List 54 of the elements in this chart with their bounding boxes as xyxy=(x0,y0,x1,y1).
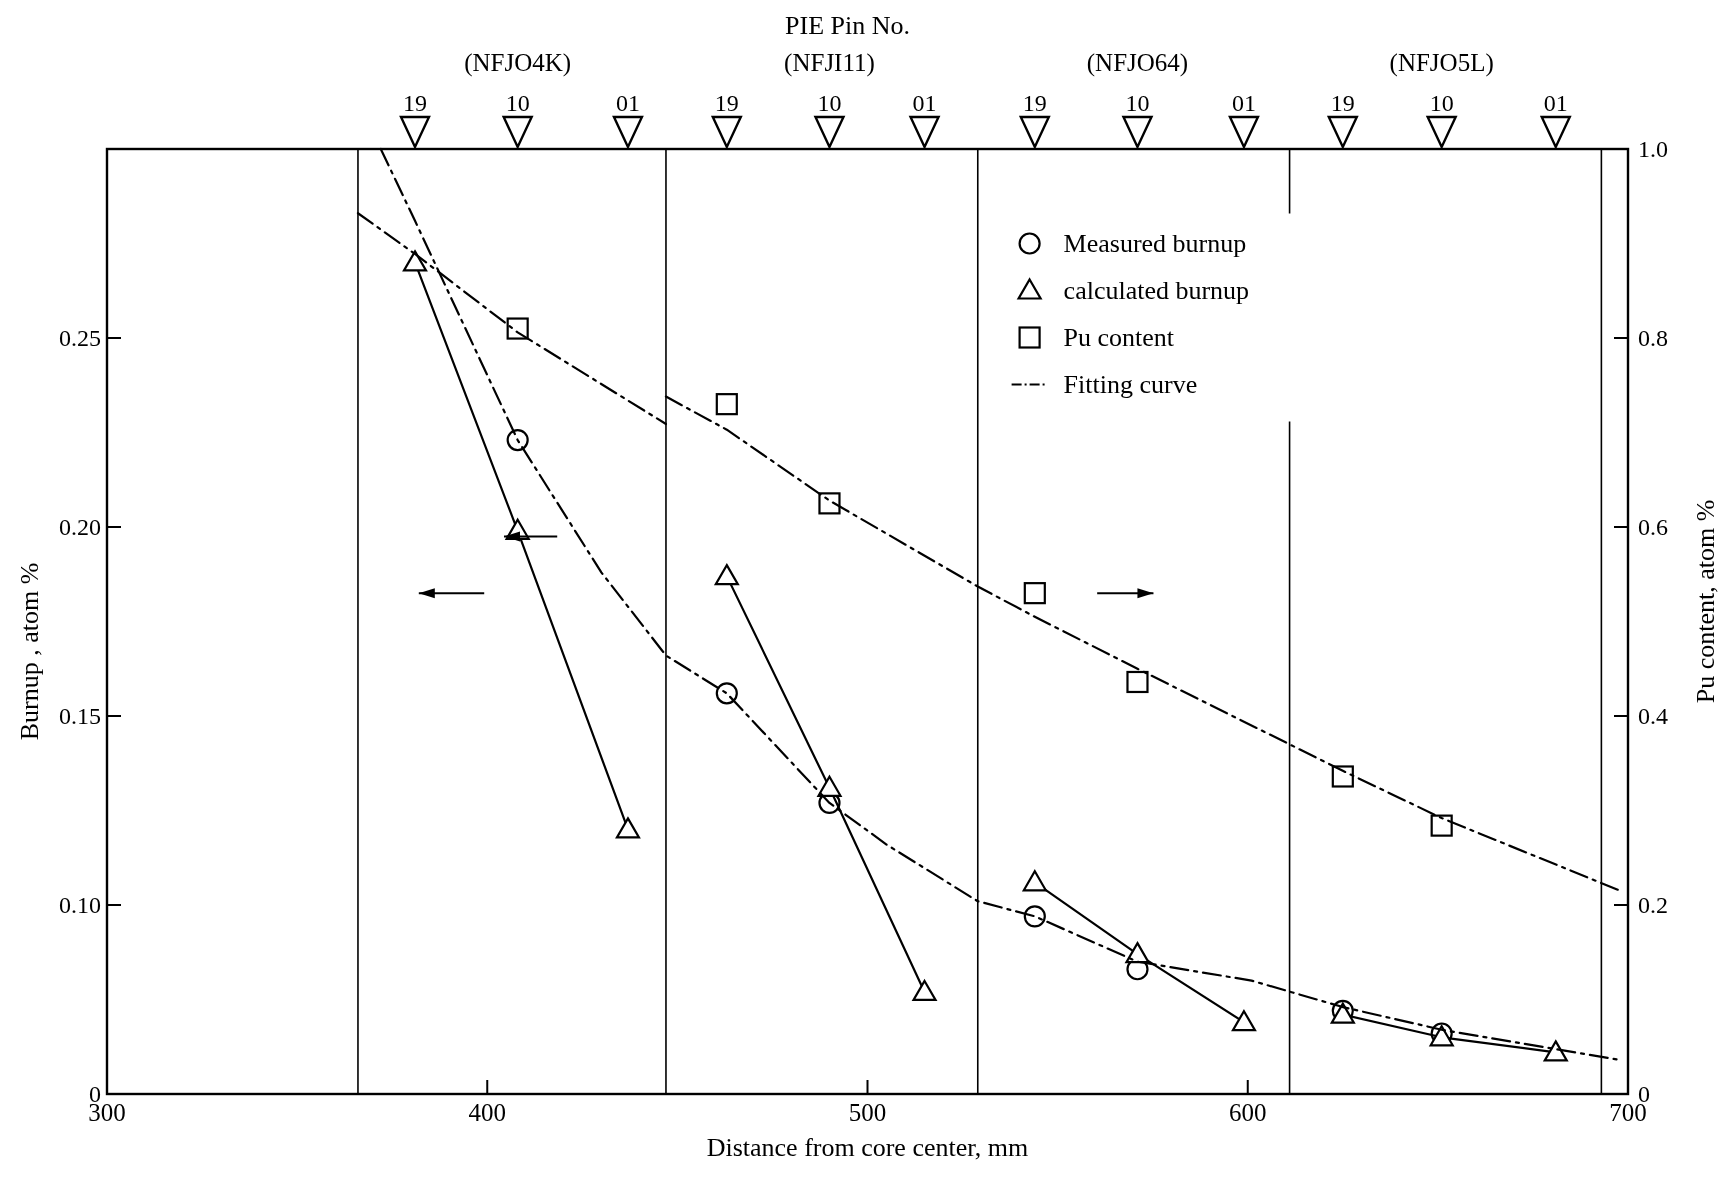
y-tick-label: 0.10 xyxy=(59,892,101,918)
y2-tick-label: 1.0 xyxy=(1638,136,1668,162)
point xyxy=(1430,814,1453,837)
point xyxy=(1022,870,1047,892)
text: 01 xyxy=(615,90,640,116)
point xyxy=(402,250,428,272)
text: 19 xyxy=(1330,90,1355,116)
text: 19 xyxy=(403,90,427,116)
text: PIE Pin No. xyxy=(785,11,910,40)
point xyxy=(1331,765,1354,788)
text: (NFJO5L) xyxy=(1389,49,1494,77)
point xyxy=(1543,1040,1568,1062)
text: 01 xyxy=(1543,90,1568,116)
point xyxy=(817,775,842,797)
y-tick-label: 0.15 xyxy=(59,703,101,729)
legend-label: calculated burnup xyxy=(1063,275,1250,305)
y2-tick-label: 0.4 xyxy=(1638,703,1668,729)
y2-tick-label: 0.2 xyxy=(1638,892,1668,918)
text: 10 xyxy=(1429,90,1454,116)
point xyxy=(715,682,738,705)
legend-label: Measured burnup xyxy=(1063,228,1247,258)
point xyxy=(714,564,739,586)
y-tick-label: 0.25 xyxy=(59,325,101,351)
point xyxy=(912,979,937,1002)
x-tick-label: 400 xyxy=(468,1099,506,1126)
x-tick-label: 600 xyxy=(1229,1099,1267,1126)
text: 10 xyxy=(817,90,842,116)
legend-label: Pu content xyxy=(1063,322,1175,352)
legend-label: Fitting curve xyxy=(1063,369,1198,399)
text: 19 xyxy=(1022,90,1047,116)
point xyxy=(818,492,841,515)
text: 01 xyxy=(1231,90,1256,116)
point xyxy=(1126,670,1149,694)
text: (NFJO64) xyxy=(1086,49,1189,77)
text: 01 xyxy=(912,90,937,116)
point xyxy=(506,428,529,452)
point xyxy=(615,817,641,839)
y-tick-label: 0.20 xyxy=(59,514,101,540)
point xyxy=(1023,582,1046,605)
point xyxy=(715,393,738,416)
y2-axis-title: Pu content, atom % xyxy=(1691,499,1720,704)
point xyxy=(1125,942,1150,964)
y2-tick-label: 0.8 xyxy=(1638,325,1668,351)
x-axis-title: Distance from core center, mm xyxy=(706,1133,1029,1162)
y2-tick-label: 0.6 xyxy=(1638,514,1668,540)
point xyxy=(1023,905,1046,928)
x-tick-label: 500 xyxy=(848,1099,887,1126)
text: (NFJI11) xyxy=(784,49,875,77)
text: (NFJO4K) xyxy=(464,49,572,77)
text: 19 xyxy=(714,90,739,116)
text: 10 xyxy=(1125,90,1150,116)
y-axis-title: Burnup , atom % xyxy=(15,562,44,741)
text: 10 xyxy=(505,90,530,116)
point xyxy=(1231,1010,1257,1032)
